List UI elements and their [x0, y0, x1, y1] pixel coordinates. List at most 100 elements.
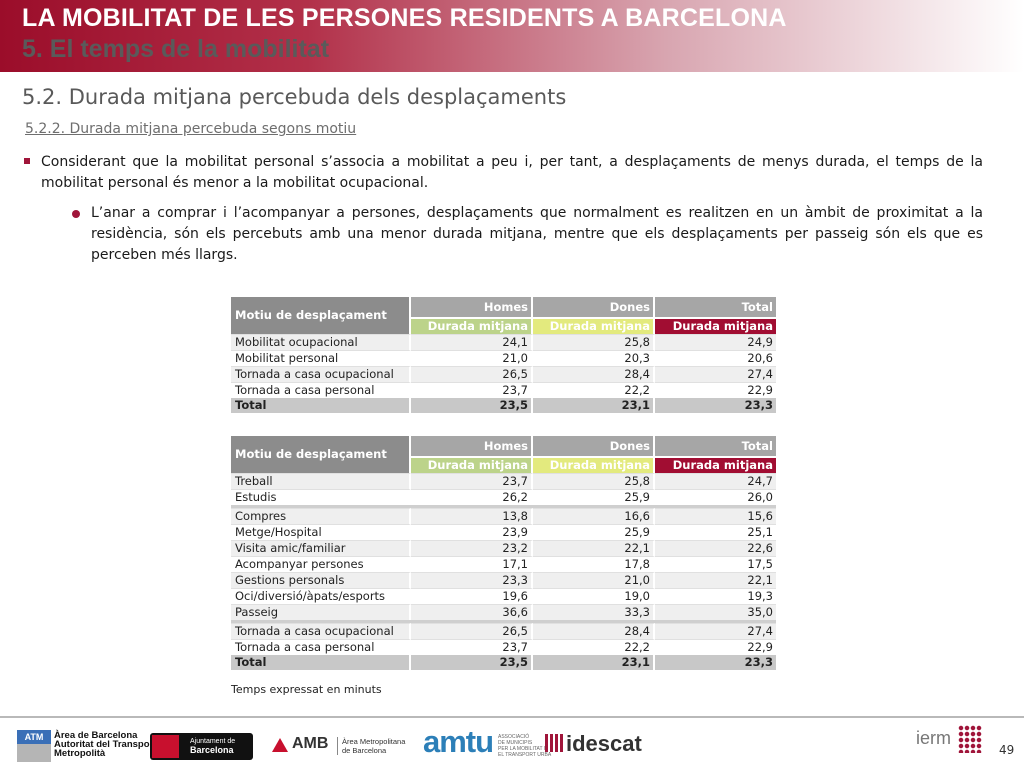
value-dones: 25,9 [533, 489, 655, 505]
table-row: Tornada a casa personal 23,7 22,2 22,9 [231, 382, 776, 398]
value-total: 24,9 [655, 334, 776, 350]
table-row: Tornada a casa ocupacional 26,5 28,4 27,4 [231, 623, 776, 639]
idescat-logo: idescat [566, 731, 642, 756]
header-homes: Homes [411, 436, 533, 456]
value-total: 26,0 [655, 489, 776, 505]
row-label: Mobilitat personal [231, 350, 411, 366]
value-dones: 23,1 [533, 398, 655, 413]
row-label: Total [231, 655, 411, 670]
amtu-logo: amtu [423, 724, 494, 759]
row-label: Estudis [231, 489, 411, 505]
value-homes: 26,5 [411, 366, 533, 382]
bullet-text-2: L’anar a comprar i l’acompanyar a person… [91, 205, 983, 263]
table-row: Gestions personals 23,3 21,0 22,1 [231, 572, 776, 588]
row-label: Tornada a casa personal [231, 639, 411, 655]
bullet-text-1: Considerant que la mobilitat personal s’… [41, 154, 983, 191]
value-dones: 22,2 [533, 639, 655, 655]
row-label: Acompanyar persones [231, 556, 411, 572]
value-homes: 23,7 [411, 473, 533, 489]
atm-logo-text: Àrea de Barcelona Autoritat del Transpor… [54, 730, 157, 759]
value-homes: 23,7 [411, 639, 533, 655]
ajuntament-shield-icon [152, 735, 179, 758]
row-label: Metge/Hospital [231, 524, 411, 540]
footer-divider [0, 716, 1024, 718]
table-motiu-detall: Motiu de desplaçament Homes Dones Total … [231, 436, 776, 670]
value-total: 19,3 [655, 588, 776, 604]
value-homes: 26,2 [411, 489, 533, 505]
value-dones: 20,3 [533, 350, 655, 366]
header-total: Total [655, 297, 776, 317]
amb-triangle-icon [272, 738, 288, 752]
iermb-logo: ierm [916, 728, 951, 748]
value-dones: 22,1 [533, 540, 655, 556]
subheader-total: Durada mitjana [655, 317, 776, 334]
table-total-row: Total 23,5 23,1 23,3 [231, 655, 776, 670]
value-total: 22,9 [655, 382, 776, 398]
row-label: Tornada a casa ocupacional [231, 366, 411, 382]
value-dones: 16,6 [533, 508, 655, 524]
value-total: 20,6 [655, 350, 776, 366]
table-row: Tornada a casa ocupacional 26,5 28,4 27,4 [231, 366, 776, 382]
header-motiu: Motiu de desplaçament [231, 297, 411, 334]
value-total: 23,3 [655, 655, 776, 670]
subsection-title: 5.2.2. Durada mitjana percebuda segons m… [25, 121, 357, 137]
table-total-row: Total 23,5 23,1 23,3 [231, 398, 776, 413]
value-dones: 21,0 [533, 572, 655, 588]
subheader-homes: Durada mitjana [411, 456, 533, 473]
atm-logo: ATM [17, 730, 51, 744]
value-dones: 22,2 [533, 382, 655, 398]
iermb-dots-icon [958, 725, 982, 753]
amtu-logo-text: ASSOCIACIÓ DE MUNICIPIS PER LA MOBILITAT I… [498, 734, 552, 758]
table-row: Visita amic/familiar 23,2 22,1 22,6 [231, 540, 776, 556]
value-dones: 25,8 [533, 473, 655, 489]
report-title: LA MOBILITAT DE LES PERSONES RESIDENTS A… [22, 4, 787, 32]
table-row: Tornada a casa personal 23,7 22,2 22,9 [231, 639, 776, 655]
table-row: Passeig 36,6 33,3 35,0 [231, 604, 776, 620]
idescat-icon [545, 734, 563, 752]
header-motiu: Motiu de desplaçament [231, 436, 411, 473]
amb-logo-text: Àrea Metropolitana de Barcelona [337, 737, 405, 755]
row-label: Tornada a casa ocupacional [231, 623, 411, 639]
header-dones: Dones [533, 297, 655, 317]
value-homes: 19,6 [411, 588, 533, 604]
value-dones: 25,9 [533, 524, 655, 540]
value-total: 35,0 [655, 604, 776, 620]
value-dones: 28,4 [533, 623, 655, 639]
value-dones: 25,8 [533, 334, 655, 350]
value-homes: 23,7 [411, 382, 533, 398]
value-dones: 23,1 [533, 655, 655, 670]
value-total: 27,4 [655, 366, 776, 382]
value-homes: 23,9 [411, 524, 533, 540]
value-total: 22,1 [655, 572, 776, 588]
value-total: 22,9 [655, 639, 776, 655]
row-label: Total [231, 398, 411, 413]
value-homes: 13,8 [411, 508, 533, 524]
header-total: Total [655, 436, 776, 456]
subheader-homes: Durada mitjana [411, 317, 533, 334]
value-homes: 23,2 [411, 540, 533, 556]
section-title: 5.2. Durada mitjana percebuda dels despl… [22, 85, 567, 109]
value-total: 25,1 [655, 524, 776, 540]
dot-bullet-icon [72, 210, 80, 218]
value-homes: 26,5 [411, 623, 533, 639]
table-row: Compres 13,8 16,6 15,6 [231, 508, 776, 524]
value-homes: 36,6 [411, 604, 533, 620]
ajuntament-logo: Ajuntament de Barcelona [150, 733, 253, 760]
subheader-total: Durada mitjana [655, 456, 776, 473]
value-total: 22,6 [655, 540, 776, 556]
value-total: 23,3 [655, 398, 776, 413]
value-total: 17,5 [655, 556, 776, 572]
table-row: Oci/diversió/àpats/esports 19,6 19,0 19,3 [231, 588, 776, 604]
table-row: Metge/Hospital 23,9 25,9 25,1 [231, 524, 776, 540]
title-banner: LA MOBILITAT DE LES PERSONES RESIDENTS A… [0, 0, 1024, 72]
value-total: 27,4 [655, 623, 776, 639]
header-dones: Dones [533, 436, 655, 456]
row-label: Gestions personals [231, 572, 411, 588]
row-label: Tornada a casa personal [231, 382, 411, 398]
footer-logos: ATM Àrea de Barcelona Autoritat del Tran… [0, 720, 1024, 768]
table-row: Treball 23,7 25,8 24,7 [231, 473, 776, 489]
table-row: Estudis 26,2 25,9 26,0 [231, 489, 776, 505]
row-label: Visita amic/familiar [231, 540, 411, 556]
table-row: Mobilitat personal 21,0 20,3 20,6 [231, 350, 776, 366]
subheader-dones: Durada mitjana [533, 456, 655, 473]
